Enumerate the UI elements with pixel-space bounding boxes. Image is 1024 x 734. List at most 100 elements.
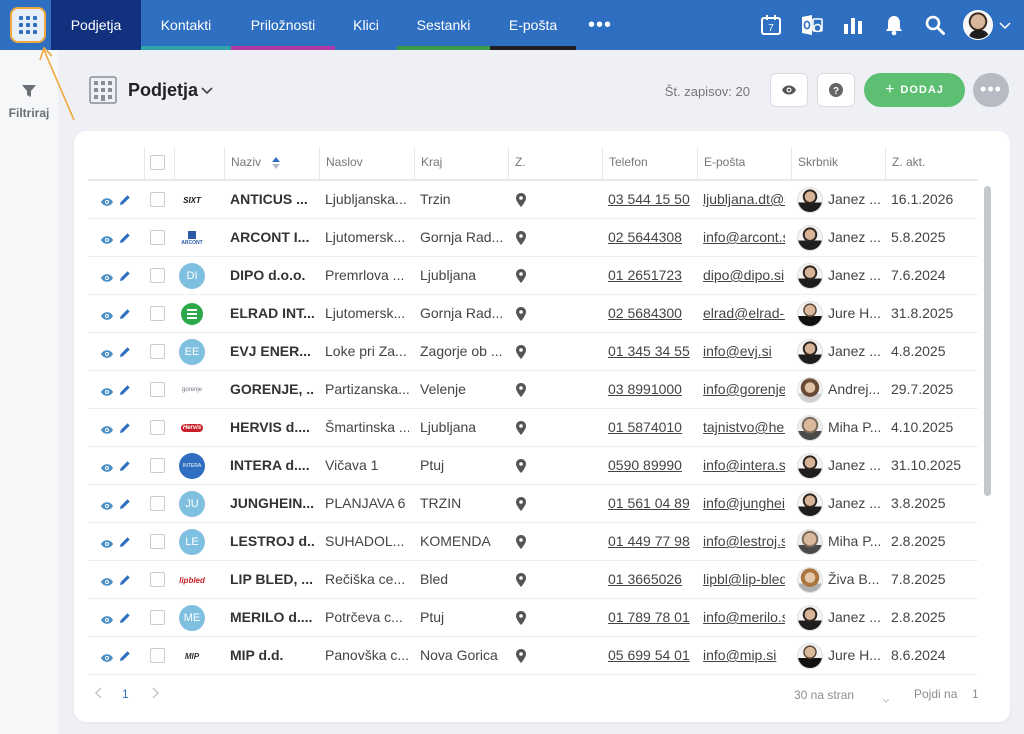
- eye-icon[interactable]: [100, 384, 114, 396]
- company-phone[interactable]: 05 699 54 01: [608, 647, 690, 663]
- nav-more-button[interactable]: •••: [587, 14, 612, 36]
- map-pin-icon[interactable]: [516, 193, 526, 207]
- map-pin-icon[interactable]: [516, 383, 526, 397]
- company-name[interactable]: MERILO d....: [230, 609, 313, 625]
- table-row[interactable]: Hervis HERVIS d.... Šmartinska ... Ljubljan…: [88, 409, 978, 447]
- tab-eposta[interactable]: E-pošta: [490, 0, 576, 50]
- row-checkbox[interactable]: [150, 230, 165, 245]
- company-name[interactable]: ARCONT I...: [230, 229, 310, 245]
- app-launcher-button[interactable]: [10, 7, 46, 43]
- company-name[interactable]: JUNGHEIN...: [230, 495, 314, 511]
- eye-icon[interactable]: [100, 536, 114, 548]
- row-checkbox[interactable]: [150, 268, 165, 283]
- header-zemljevid[interactable]: Z.: [508, 147, 602, 179]
- eye-icon[interactable]: [100, 460, 114, 472]
- company-phone[interactable]: 01 561 04 89: [608, 495, 690, 511]
- company-email[interactable]: dipo@dipo.si: [703, 267, 785, 283]
- calendar-icon[interactable]: 7: [759, 13, 783, 37]
- tab-kontakti[interactable]: Kontakti: [141, 0, 231, 50]
- chevron-down-icon[interactable]: [998, 18, 1012, 32]
- row-checkbox[interactable]: [150, 344, 165, 359]
- company-name[interactable]: LESTROJ d...: [230, 533, 314, 549]
- chevron-down-icon[interactable]: [882, 691, 890, 703]
- add-button[interactable]: + DODAJ: [864, 73, 965, 107]
- eye-icon[interactable]: [100, 194, 114, 206]
- current-page[interactable]: 1: [122, 687, 129, 701]
- company-email[interactable]: tajnistvo@her: [703, 419, 785, 435]
- reports-icon[interactable]: [841, 13, 865, 37]
- header-naslov[interactable]: Naslov: [319, 147, 414, 179]
- eye-icon[interactable]: [100, 346, 114, 358]
- pencil-icon[interactable]: [119, 611, 131, 623]
- company-phone[interactable]: 02 5644308: [608, 229, 682, 245]
- table-row[interactable]: INTERA INTERA d.... Vičava 1 Ptuj 0590 89990…: [88, 447, 978, 485]
- chevron-down-icon[interactable]: [200, 84, 214, 98]
- company-phone[interactable]: 01 3665026: [608, 571, 682, 587]
- company-email[interactable]: info@arcont.s: [703, 229, 785, 245]
- table-row[interactable]: ME MERILO d.... Potrčeva c... Ptuj 01 789 78…: [88, 599, 978, 637]
- search-icon[interactable]: [923, 13, 947, 37]
- row-checkbox[interactable]: [150, 382, 165, 397]
- map-pin-icon[interactable]: [516, 649, 526, 663]
- company-email[interactable]: lipbl@lip-bled: [703, 571, 785, 587]
- eye-icon[interactable]: [100, 270, 114, 282]
- tab-sestanki[interactable]: Sestanki: [397, 0, 490, 50]
- company-phone[interactable]: 0590 89990: [608, 457, 682, 473]
- view-button[interactable]: [770, 73, 808, 107]
- company-phone[interactable]: 02 5684300: [608, 305, 682, 321]
- map-pin-icon[interactable]: [516, 421, 526, 435]
- user-avatar[interactable]: [963, 10, 993, 40]
- row-checkbox[interactable]: [150, 496, 165, 511]
- company-email[interactable]: info@mip.si: [703, 647, 777, 663]
- map-pin-icon[interactable]: [516, 611, 526, 625]
- company-email[interactable]: info@junghei: [703, 495, 785, 511]
- company-name[interactable]: LIP BLED, ...: [230, 571, 313, 587]
- funnel-icon[interactable]: [21, 84, 37, 98]
- table-row[interactable]: DI DIPO d.o.o. Premrlova ... Ljubljana 01 26…: [88, 257, 978, 295]
- company-name[interactable]: EVJ ENER...: [230, 343, 311, 359]
- pencil-icon[interactable]: [119, 497, 131, 509]
- eye-icon[interactable]: [100, 232, 114, 244]
- company-email[interactable]: info@lestroj.s: [703, 533, 785, 549]
- header-naziv[interactable]: Naziv: [224, 147, 319, 179]
- table-row[interactable]: MIP MIP d.d. Panovška c... Nova Gorica 05 69…: [88, 637, 978, 675]
- pencil-icon[interactable]: [119, 649, 131, 661]
- tab-klici[interactable]: Klici: [335, 0, 397, 50]
- row-checkbox[interactable]: [150, 610, 165, 625]
- table-row[interactable]: ELRAD INT... Ljutomersk... Gornja Rad... 02…: [88, 295, 978, 333]
- table-row[interactable]: EE EVJ ENER... Loke pri Za... Zagorje ob ..…: [88, 333, 978, 371]
- table-row[interactable]: JU JUNGHEIN... PLANJAVA 6 TRZIN 01 561 04 89…: [88, 485, 978, 523]
- company-phone[interactable]: 03 544 15 50: [608, 191, 690, 207]
- table-row[interactable]: lipbled LIP BLED, ... Rečiška ce... Bled 01 …: [88, 561, 978, 599]
- map-pin-icon[interactable]: [516, 497, 526, 511]
- chevron-right-icon[interactable]: [150, 686, 160, 700]
- map-pin-icon[interactable]: [516, 573, 526, 587]
- map-pin-icon[interactable]: [516, 345, 526, 359]
- pencil-icon[interactable]: [119, 345, 131, 357]
- row-checkbox[interactable]: [150, 306, 165, 321]
- per-page-select[interactable]: 30 na stran: [794, 688, 855, 702]
- eye-icon[interactable]: [100, 650, 114, 662]
- chevron-left-icon[interactable]: [94, 686, 104, 700]
- pencil-icon[interactable]: [119, 307, 131, 319]
- header-kraj[interactable]: Kraj: [414, 147, 508, 179]
- eye-icon[interactable]: [100, 308, 114, 320]
- company-email[interactable]: info@gorenje: [703, 381, 785, 397]
- map-pin-icon[interactable]: [516, 307, 526, 321]
- table-row[interactable]: LE LESTROJ d... SUHADOL... KOMENDA 01 449 77…: [88, 523, 978, 561]
- table-row[interactable]: gorenje GORENJE, ... Partizanska... Velenje…: [88, 371, 978, 409]
- notifications-icon[interactable]: [882, 13, 906, 37]
- outlook-icon[interactable]: [800, 13, 824, 37]
- eye-icon[interactable]: [100, 498, 114, 510]
- header-telefon[interactable]: Telefon: [602, 147, 697, 179]
- map-pin-icon[interactable]: [516, 231, 526, 245]
- company-phone[interactable]: 01 5874010: [608, 419, 682, 435]
- select-all-checkbox[interactable]: [150, 155, 165, 170]
- company-email[interactable]: info@evj.si: [703, 343, 772, 359]
- page-title[interactable]: Podjetja: [128, 80, 199, 100]
- row-checkbox[interactable]: [150, 192, 165, 207]
- help-button[interactable]: ?: [817, 73, 855, 107]
- company-name[interactable]: MIP d.d.: [230, 647, 284, 663]
- company-phone[interactable]: 01 789 78 01: [608, 609, 690, 625]
- company-email[interactable]: info@intera.si: [703, 457, 785, 473]
